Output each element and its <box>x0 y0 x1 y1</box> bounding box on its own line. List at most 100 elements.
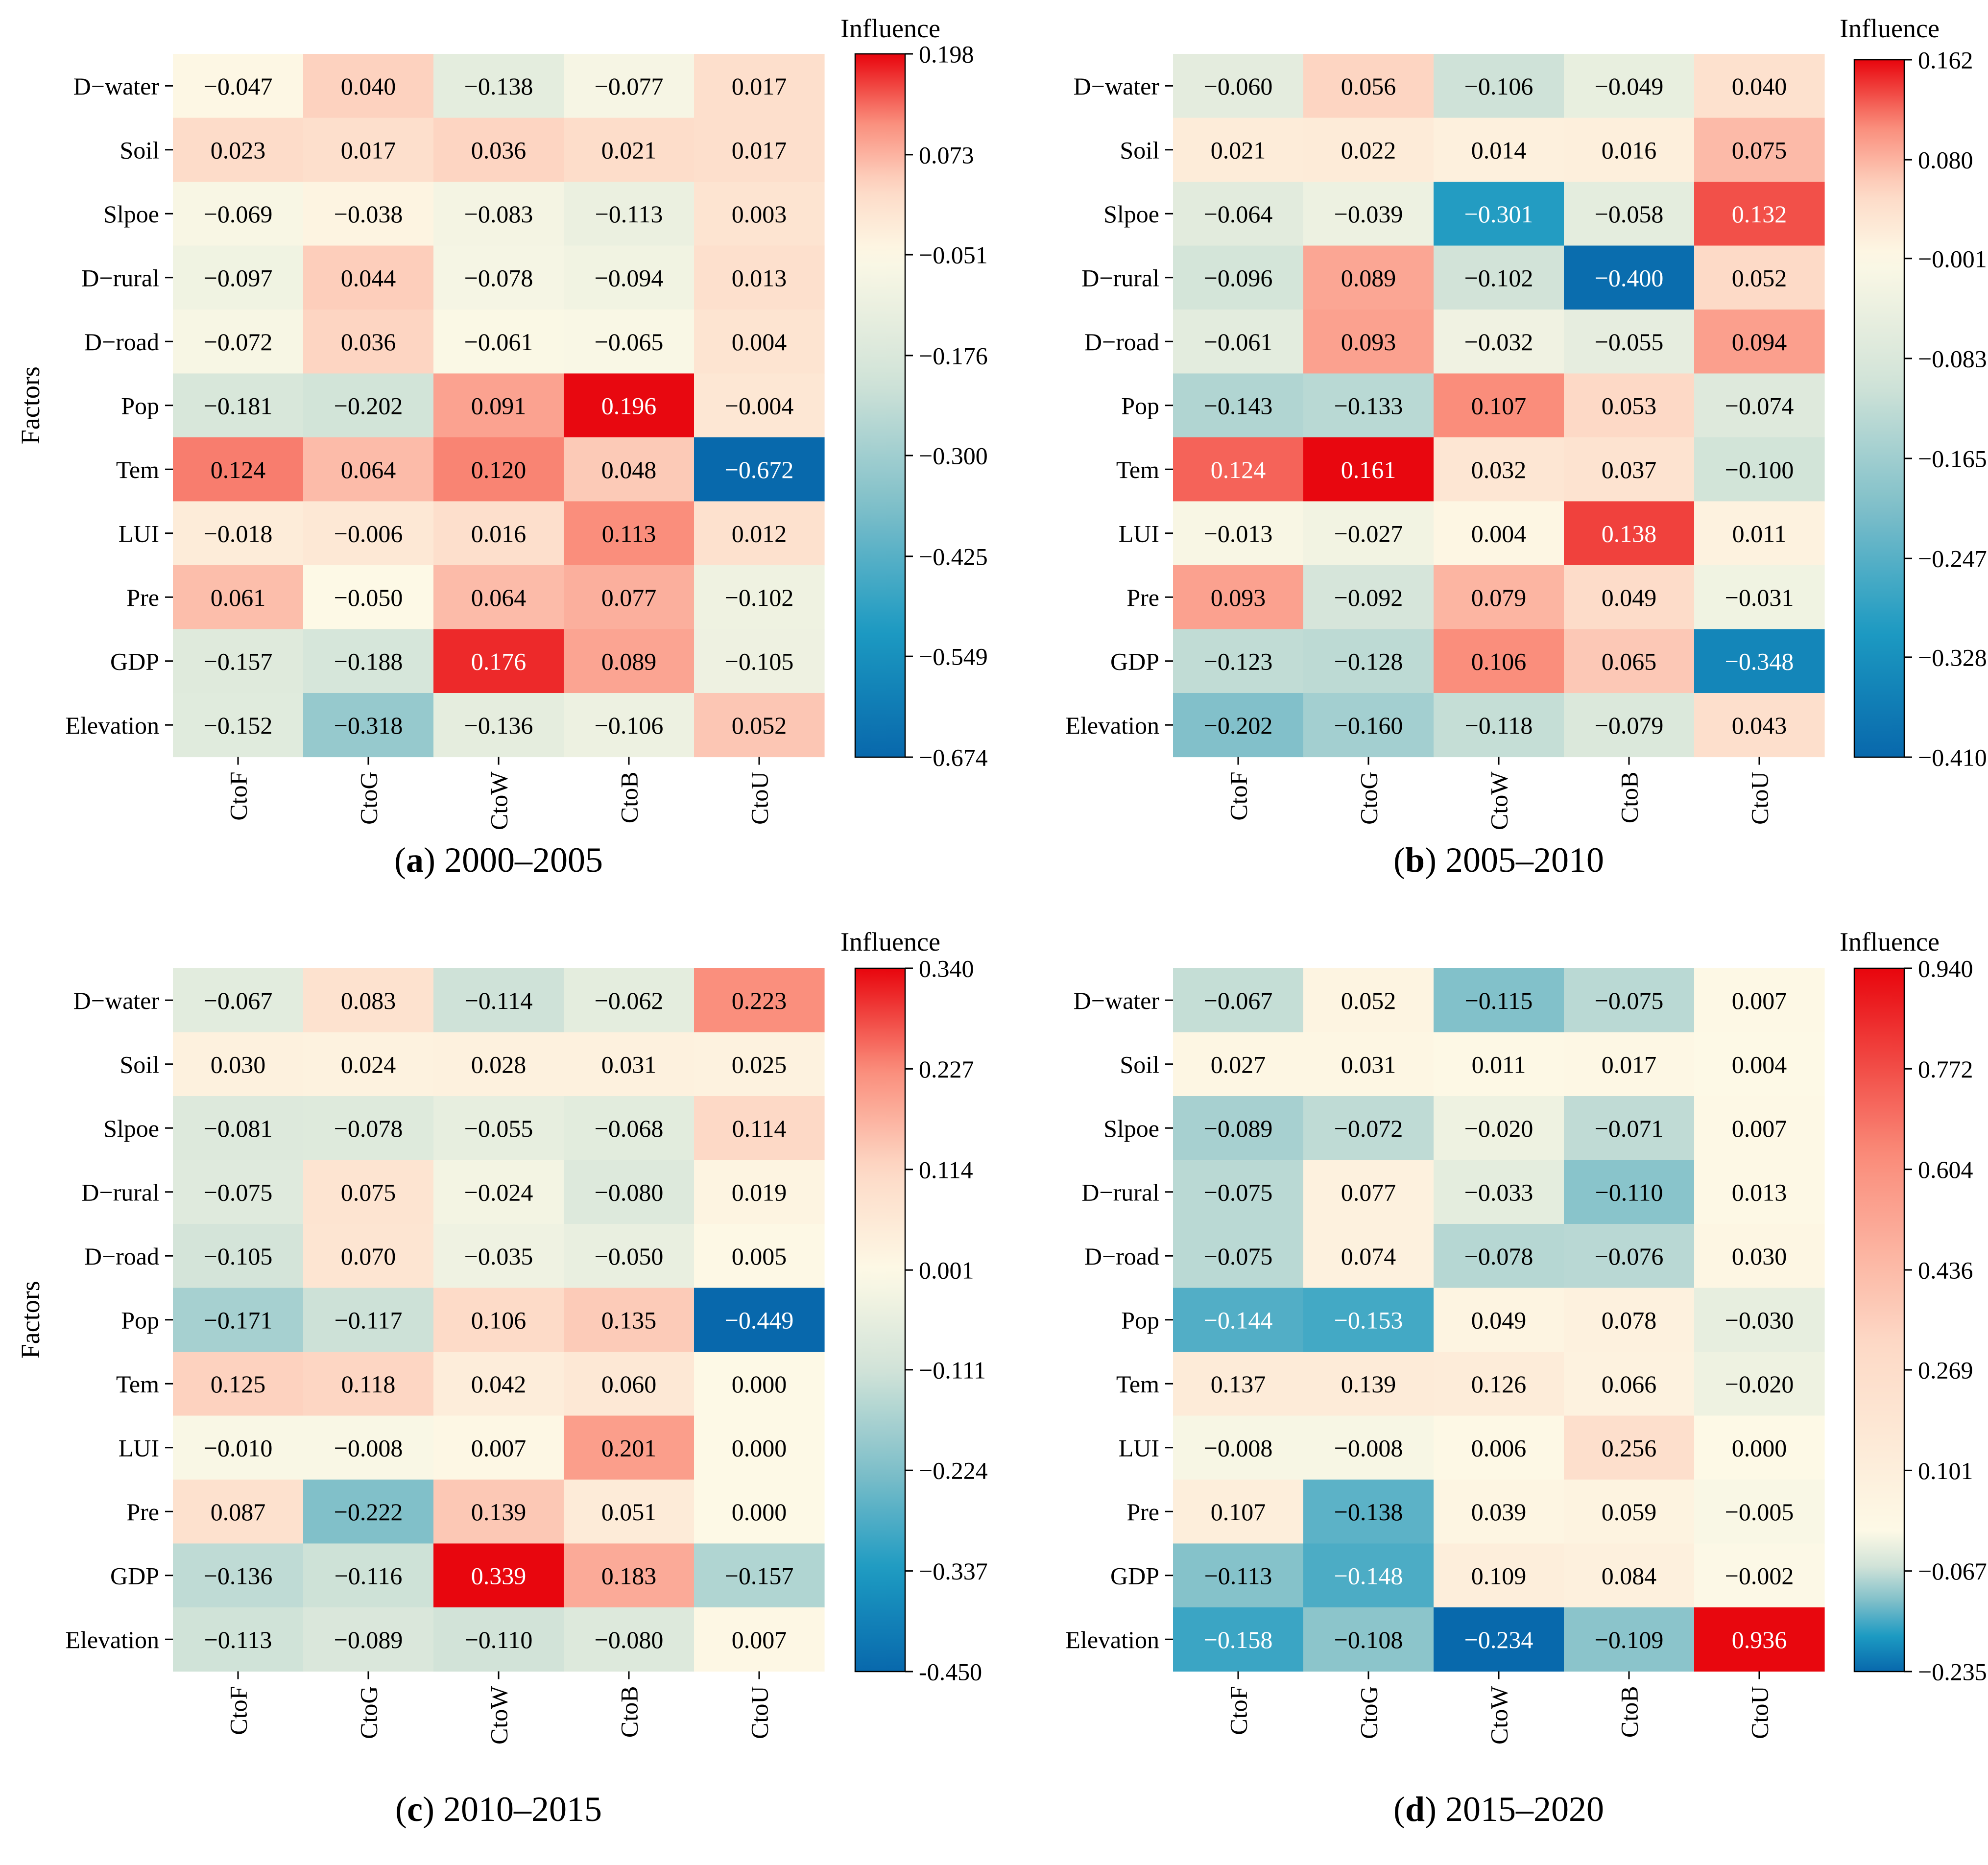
heatmap-cell <box>433 54 564 119</box>
heatmap-cell <box>433 245 564 310</box>
cell-value-label: 0.084 <box>1602 1562 1657 1589</box>
cell-value-label: −0.089 <box>334 1626 403 1653</box>
heatmap-cell <box>433 1096 564 1161</box>
heatmap-cell <box>433 1352 564 1416</box>
heatmap-cell <box>1694 1160 1825 1224</box>
colorbar-tick-label: −0.051 <box>919 241 988 269</box>
heatmap-cell <box>303 1160 434 1224</box>
cell-value-label: 0.007 <box>471 1434 527 1461</box>
heatmap-cell <box>564 1224 695 1289</box>
heatmap-cell <box>1694 629 1825 693</box>
heatmap-cell <box>1173 118 1304 182</box>
heatmap-cell <box>1564 1607 1695 1672</box>
y-tick-label: D−road <box>84 328 159 356</box>
cell-value-label: −0.113 <box>595 200 663 228</box>
cell-value-label: −0.039 <box>1334 200 1403 228</box>
cell-value-label: 0.007 <box>1732 987 1787 1014</box>
heatmap-cell <box>694 1607 825 1672</box>
heatmap-cell <box>1303 1160 1434 1224</box>
cell-value-label: 0.025 <box>732 1051 787 1078</box>
colorbar-tick-label: −0.235 <box>1918 1658 1987 1686</box>
cell-value-label: 0.000 <box>732 1434 787 1461</box>
cell-value-label: −0.138 <box>1334 1498 1403 1526</box>
cell-value-label: −0.004 <box>725 392 794 419</box>
heatmap-cell <box>1173 1160 1304 1224</box>
y-tick-label: LUI <box>1119 1434 1159 1461</box>
heatmap-cell <box>1564 437 1695 502</box>
heatmap-cell <box>433 437 564 502</box>
heatmap-cell <box>1173 437 1304 502</box>
cell-value-label: 0.135 <box>601 1306 657 1334</box>
heatmap-cell <box>1564 54 1695 119</box>
heatmap-cell <box>303 310 434 374</box>
heatmap-cell <box>1173 373 1304 438</box>
cell-value-label: 0.019 <box>732 1178 787 1206</box>
x-tick-label: CtoF <box>1225 772 1252 821</box>
cell-value-label: −0.106 <box>595 712 664 739</box>
cell-value-label: 0.052 <box>1341 987 1396 1014</box>
heatmap-cell <box>1694 1607 1825 1672</box>
heatmap-cell <box>1173 968 1304 1033</box>
heatmap-cell <box>1434 693 1564 758</box>
cell-value-label: −0.097 <box>204 264 273 291</box>
heatmap-cell <box>433 1224 564 1289</box>
cell-value-label: −0.083 <box>464 200 533 228</box>
cell-value-label: −0.030 <box>1725 1306 1794 1334</box>
colorbar: 0.340 0.227 0.114 0.001 −0.111 −0.224 −0.337 -0… <box>840 927 988 1686</box>
heatmap-cell <box>1564 1415 1695 1480</box>
cell-value-label: 0.003 <box>732 200 787 228</box>
heatmap-cell <box>173 565 304 630</box>
cell-value-label: −0.110 <box>465 1626 533 1653</box>
cell-value-label: 0.077 <box>1341 1178 1396 1206</box>
y-tick-label: D−road <box>1084 1243 1159 1270</box>
heatmap-cell <box>303 693 434 758</box>
y-tick-label: Soil <box>1120 1051 1159 1078</box>
heatmap-cell <box>1173 245 1304 310</box>
cell-value-label: −0.055 <box>464 1115 533 1142</box>
y-tick-label: Slpoe <box>103 1115 159 1142</box>
heatmap-cell <box>1694 310 1825 374</box>
cell-value-label: −0.035 <box>464 1243 533 1270</box>
x-tick-label: CtoW <box>1485 1686 1513 1745</box>
heatmap-cell <box>303 1032 434 1097</box>
cell-value-label: 0.000 <box>732 1498 787 1526</box>
cell-value-label: −0.153 <box>1334 1306 1403 1334</box>
heatmap-cell <box>303 437 434 502</box>
cell-value-label: −0.202 <box>334 392 403 419</box>
heatmap-cell <box>433 693 564 758</box>
heatmap-cell <box>1434 565 1564 630</box>
cell-value-label: −0.067 <box>1204 987 1273 1014</box>
x-tick-label: CtoG <box>1355 1686 1383 1739</box>
x-tick-label: CtoU <box>1746 772 1773 825</box>
cell-value-label: −0.081 <box>204 1115 273 1142</box>
cell-value-label: 0.064 <box>471 584 527 611</box>
cell-value-label: 0.077 <box>601 584 657 611</box>
cell-value-label: −0.060 <box>1204 72 1273 100</box>
heatmap-cell <box>173 629 304 693</box>
heatmap-cell <box>1564 373 1695 438</box>
colorbar-tick-label: 0.436 <box>1918 1256 1973 1284</box>
heatmap-cell <box>303 245 434 310</box>
cell-value-label: −0.188 <box>334 647 403 675</box>
colorbar-title: Influence <box>840 927 940 956</box>
colorbar-tick-label: 0.940 <box>1918 955 1973 982</box>
cell-value-label: 0.107 <box>1471 392 1527 419</box>
heatmap-cell <box>1694 1288 1825 1352</box>
colorbar: 0.162 0.080 −0.001 −0.083 −0.165 −0.247 −0.328… <box>1840 14 1987 771</box>
heatmap-cell <box>564 373 695 438</box>
heatmap-panel-a: −0.047 0.040 −0.138 −0.077 0.017 0.023 0.017 0.… <box>16 14 988 880</box>
cell-value-label: 0.039 <box>1471 1498 1527 1526</box>
colorbar-tick-label: −0.224 <box>919 1457 988 1484</box>
heatmap-cell <box>303 1288 434 1352</box>
cell-value-label: −0.100 <box>1725 456 1794 483</box>
x-axis: CtoF CtoG CtoW CtoB CtoU <box>225 757 773 830</box>
cell-value-label: −0.152 <box>204 712 273 739</box>
colorbar-tick-label: −0.083 <box>1918 345 1987 372</box>
heatmap-cell <box>1173 1480 1304 1544</box>
heatmap-cell <box>694 182 825 246</box>
heatmap-cell <box>564 693 695 758</box>
heatmap-cells: −0.067 0.052 −0.115 −0.075 0.007 0.027 0.031 0.… <box>1173 968 1825 1672</box>
cell-value-label: −0.061 <box>464 328 533 356</box>
cell-value-label: 0.064 <box>341 456 396 483</box>
